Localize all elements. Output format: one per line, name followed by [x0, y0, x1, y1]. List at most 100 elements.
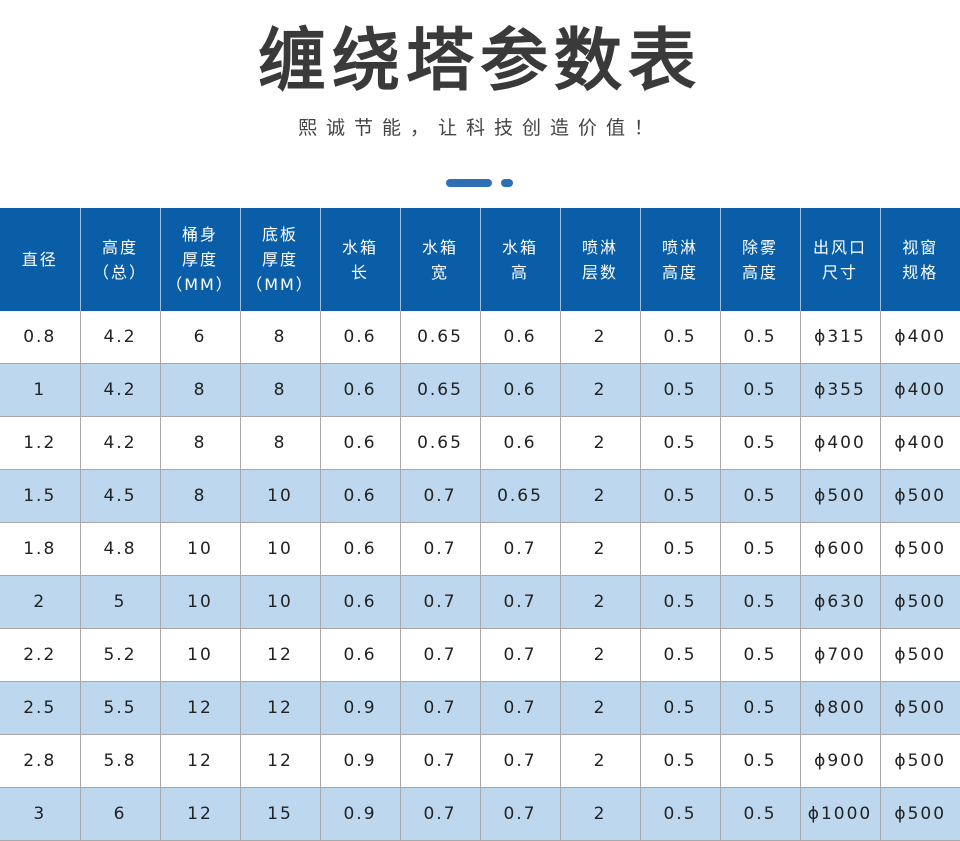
table-row: 1.2 4.2 8 8 0.6 0.65 0.6 2 0.5 0.5 ϕ400 ϕ400	[0, 416, 960, 470]
table-cell: 0.8	[0, 311, 80, 364]
table-cell: 8	[239, 311, 320, 364]
table-cell: ϕ500	[879, 522, 960, 576]
table-cell: 0.7	[479, 787, 560, 841]
table-cell: 0.5	[639, 681, 720, 735]
table-cell: 0.6	[319, 469, 400, 523]
table-cell: 0.5	[639, 311, 720, 364]
table-cell: 4.2	[79, 311, 160, 364]
table-cell: 0.6	[319, 311, 400, 364]
table-cell: 0.9	[319, 681, 400, 735]
table-cell: 15	[239, 787, 320, 841]
table-cell: 2.8	[0, 734, 80, 788]
table-row: 1.8 4.8 10 10 0.6 0.7 0.7 2 0.5 0.5 ϕ600 ϕ500	[0, 522, 960, 576]
table-cell: 12	[239, 734, 320, 788]
table-cell: 10	[239, 522, 320, 576]
column-header: 除雾 高度	[719, 208, 800, 311]
table-cell: 4.5	[79, 469, 160, 523]
table-cell: ϕ500	[799, 469, 880, 523]
table-cell: ϕ500	[879, 575, 960, 629]
table-cell: ϕ500	[879, 469, 960, 523]
table-cell: ϕ900	[799, 734, 880, 788]
table-cell: 4.8	[79, 522, 160, 576]
table-cell: 5.5	[79, 681, 160, 735]
table-cell: 0.5	[719, 416, 800, 470]
table-row: 2.5 5.5 12 12 0.9 0.7 0.7 2 0.5 0.5 ϕ800 ϕ500	[0, 681, 960, 735]
table-cell: 10	[159, 575, 240, 629]
table-cell: 12	[159, 787, 240, 841]
table-cell: 1.2	[0, 416, 80, 470]
table-cell: 12	[239, 628, 320, 682]
column-header: 喷淋 高度	[639, 208, 720, 311]
table-cell: 1.5	[0, 469, 80, 523]
table-cell: 0.7	[399, 522, 480, 576]
table-cell: 1	[0, 363, 80, 417]
column-header: 桶身 厚度 （MM）	[159, 208, 240, 311]
table-cell: 8	[159, 416, 240, 470]
table-cell: 8	[239, 363, 320, 417]
table-cell: ϕ400	[879, 363, 960, 417]
table-cell: 2	[559, 681, 640, 735]
table-cell: 10	[239, 469, 320, 523]
table-cell: ϕ600	[799, 522, 880, 576]
table-cell: ϕ630	[799, 575, 880, 629]
table-cell: ϕ355	[799, 363, 880, 417]
divider-pill	[446, 179, 492, 187]
table-cell: ϕ500	[879, 787, 960, 841]
table-cell: ϕ500	[879, 681, 960, 735]
table-cell: 2	[559, 522, 640, 576]
table-cell: 2	[0, 575, 80, 629]
table-cell: 0.5	[639, 363, 720, 417]
table-cell: 8	[159, 469, 240, 523]
table-cell: 2.2	[0, 628, 80, 682]
column-header: 底板 厚度 （MM）	[239, 208, 320, 311]
table-cell: 0.7	[399, 787, 480, 841]
table-cell: 2	[559, 469, 640, 523]
table-cell: 10	[239, 575, 320, 629]
table-cell: 2	[559, 575, 640, 629]
column-header: 直径	[0, 208, 80, 311]
column-header: 喷淋 层数	[559, 208, 640, 311]
table-cell: 0.7	[479, 522, 560, 576]
column-header: 水箱 长	[319, 208, 400, 311]
table-cell: 0.6	[479, 311, 560, 364]
table-cell: 5.2	[79, 628, 160, 682]
table-cell: 2.5	[0, 681, 80, 735]
table-row: 2.8 5.8 12 12 0.9 0.7 0.7 2 0.5 0.5 ϕ900 ϕ500	[0, 734, 960, 788]
table-cell: 6	[79, 787, 160, 841]
table-cell: 0.5	[639, 734, 720, 788]
table-cell: 0.5	[719, 469, 800, 523]
table-cell: 0.5	[719, 787, 800, 841]
table-cell: 10	[159, 628, 240, 682]
table-cell: ϕ1000	[799, 787, 880, 841]
parameter-table: 直径 高度 （总） 桶身 厚度 （MM） 底板 厚度 （MM） 水箱 长水箱 宽水箱 高…	[0, 208, 960, 841]
column-header: 出风口 尺寸	[799, 208, 880, 311]
table-cell: 0.5	[719, 311, 800, 364]
table-cell: 0.7	[399, 469, 480, 523]
table-cell: 2	[559, 734, 640, 788]
table-cell: ϕ800	[799, 681, 880, 735]
table-cell: 8	[239, 416, 320, 470]
table-cell: 0.7	[399, 575, 480, 629]
table-cell: 0.5	[719, 575, 800, 629]
table-row: 0.8 4.2 6 8 0.6 0.65 0.6 2 0.5 0.5 ϕ315 ϕ400	[0, 311, 960, 364]
column-header: 高度 （总）	[79, 208, 160, 311]
table-cell: ϕ500	[879, 734, 960, 788]
table-cell: 0.5	[639, 522, 720, 576]
page-title: 缠绕塔参数表	[257, 22, 702, 101]
table-cell: 0.6	[319, 628, 400, 682]
table-cell: 12	[159, 681, 240, 735]
table-cell: 12	[239, 681, 320, 735]
column-header: 水箱 宽	[399, 208, 480, 311]
table-cell: 0.9	[319, 734, 400, 788]
table-cell: 2	[559, 363, 640, 417]
table-cell: 0.6	[319, 522, 400, 576]
table-cell: 0.6	[319, 416, 400, 470]
table-cell: ϕ700	[799, 628, 880, 682]
table-row: 1 4.2 8 8 0.6 0.65 0.6 2 0.5 0.5 ϕ355 ϕ400	[0, 363, 960, 417]
table-cell: ϕ500	[879, 628, 960, 682]
table-cell: 0.7	[479, 575, 560, 629]
table-cell: 0.5	[719, 681, 800, 735]
table-cell: 0.65	[399, 363, 480, 417]
table-cell: 0.7	[479, 681, 560, 735]
table-cell: 1.8	[0, 522, 80, 576]
